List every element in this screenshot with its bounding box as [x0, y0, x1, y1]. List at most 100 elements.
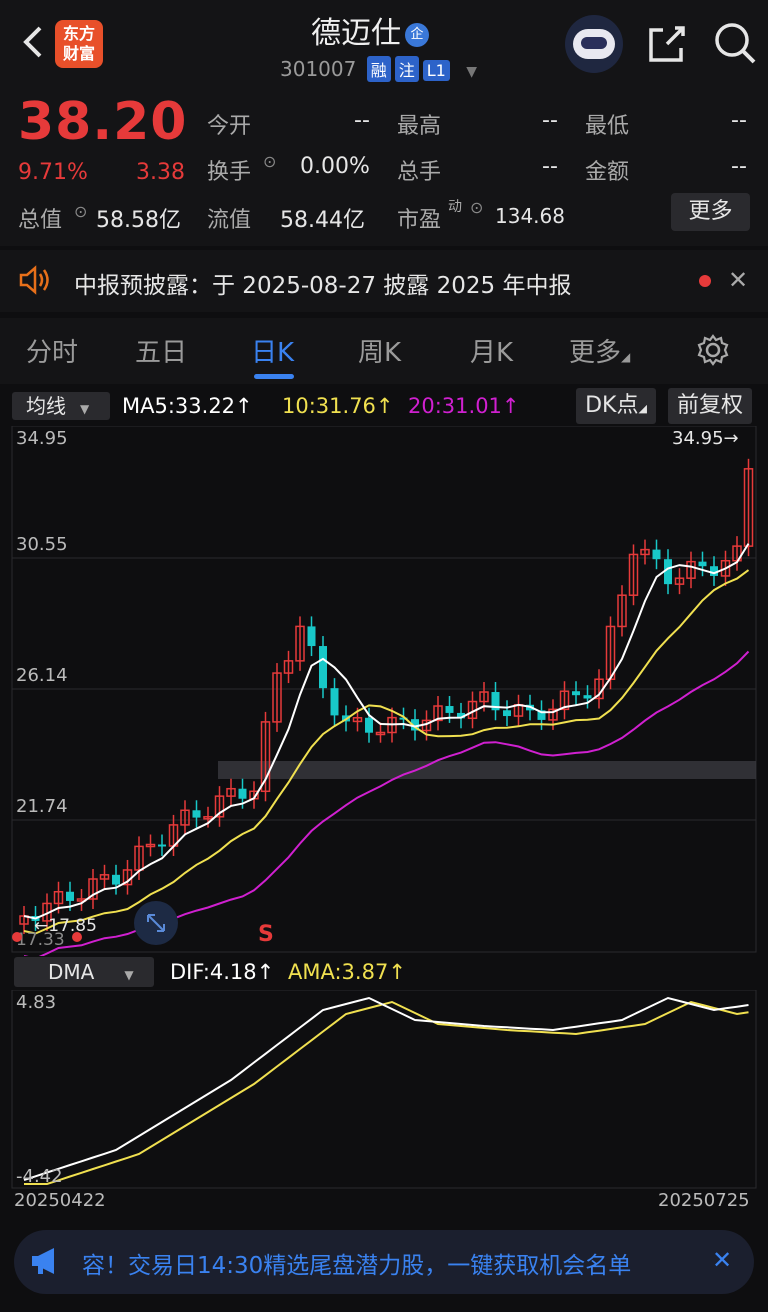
candle-body — [226, 787, 236, 797]
candle-body — [260, 721, 271, 793]
search-icon[interactable] — [712, 20, 758, 66]
notice-bar[interactable] — [0, 250, 768, 312]
more-quote-button[interactable]: 更多 — [671, 193, 750, 231]
candle-body — [698, 561, 707, 567]
buy-point-dot — [72, 932, 82, 942]
dk-point-button[interactable]: DK点◢ — [576, 388, 656, 424]
active-tab-indicator — [254, 374, 294, 379]
registration-tag: 注 — [394, 56, 419, 82]
candle-body — [640, 548, 650, 556]
candle-body — [617, 594, 627, 628]
candle-body — [559, 690, 570, 711]
assistant-robot-icon[interactable] — [565, 15, 623, 73]
candle-body — [53, 890, 64, 905]
candle-body — [180, 809, 190, 826]
low-marker-2: 17.33 — [16, 930, 65, 950]
kline-chart-area — [0, 388, 768, 1218]
volume-label: 总手 — [397, 160, 442, 185]
tab-intraday[interactable]: 分时 — [26, 338, 79, 368]
change-amount: 3.38 — [136, 160, 185, 185]
candle-body — [352, 717, 363, 723]
adjust-button[interactable]: 前复权 — [668, 388, 752, 424]
candle-body — [479, 691, 489, 703]
tab-more[interactable]: 更多◢ — [569, 338, 631, 368]
candle-body — [583, 695, 592, 699]
kline-chart[interactable] — [0, 426, 768, 956]
dma-select-dropdown[interactable]: DMA ▼ — [14, 957, 154, 987]
high-value: -- — [542, 108, 558, 133]
period-tabs — [0, 318, 768, 384]
last-price-tag: 34.95→ — [672, 428, 739, 449]
candle-body — [88, 878, 98, 900]
info-icon[interactable]: ⊙ — [74, 202, 88, 221]
dma-top-label: 4.83 — [16, 992, 57, 1013]
candle-body — [66, 891, 74, 901]
candle-body — [445, 706, 454, 713]
candle-body — [743, 468, 754, 547]
candle-body — [537, 710, 546, 720]
candle-body — [720, 559, 731, 577]
support-zone — [218, 761, 756, 779]
tab-monthly-k[interactable]: 月K — [470, 338, 514, 368]
ma20-line — [24, 650, 750, 956]
ma5-value: MA5:33.22↑ — [122, 394, 253, 418]
y-label-3: 26.14 — [16, 665, 68, 686]
candle-body — [628, 553, 639, 596]
candle-body — [283, 660, 294, 674]
candle-body — [192, 810, 201, 818]
tab-daily-k[interactable]: 日K — [251, 338, 295, 368]
ma20-value: 20:31.01↑ — [408, 394, 520, 418]
candle-body — [411, 719, 419, 731]
turnover-label: 换手 — [207, 160, 252, 185]
candle-body — [491, 692, 500, 711]
share-icon[interactable] — [645, 22, 689, 66]
float-cap-value: 58.44亿 — [280, 208, 365, 233]
candle-body — [548, 708, 558, 721]
candles — [19, 458, 754, 934]
candle-body — [99, 874, 110, 880]
candle-body — [330, 688, 339, 716]
ma5-line — [23, 543, 750, 920]
candle-body — [686, 560, 696, 579]
market-cap-label: 总值 — [18, 208, 63, 233]
candle-body — [203, 816, 213, 820]
close-icon[interactable]: ✕ — [728, 266, 749, 294]
pe-label: 市盈 — [397, 208, 442, 233]
tab-weekly-k[interactable]: 周K — [358, 338, 402, 368]
last-price: 38.20 — [18, 92, 188, 152]
open-label: 今开 — [207, 114, 252, 139]
ama-line — [24, 1000, 749, 1185]
ma-select-dropdown[interactable]: 均线 ▼ — [12, 392, 110, 420]
info-icon[interactable]: ⊙ — [470, 198, 484, 217]
settings-gear-icon[interactable] — [696, 333, 730, 371]
candle-body — [112, 874, 120, 885]
candle-body — [457, 712, 465, 719]
back-icon[interactable] — [18, 22, 48, 62]
candle-body — [319, 646, 327, 689]
unread-dot — [699, 275, 711, 287]
dif-line — [23, 996, 749, 1181]
high-label: 最高 — [397, 114, 442, 139]
candle-body — [272, 672, 282, 723]
ama-value: AMA:3.87↑ — [288, 960, 406, 984]
low-marker: ←17.85 — [34, 916, 97, 936]
dropdown-icon: ▼ — [466, 64, 477, 80]
float-cap-label: 流值 — [207, 208, 252, 233]
stock-code-row[interactable]: 301007 融注 L1 ▼ — [280, 56, 477, 82]
promo-banner[interactable] — [14, 1230, 754, 1294]
notice-text: 中报预披露：于 2025-08-27 披露 2025 年中报 — [74, 273, 572, 299]
dma-bottom-label: -4.42 — [16, 1166, 63, 1187]
candle-body — [503, 710, 511, 717]
candle-body — [307, 626, 316, 647]
volume-value: -- — [542, 154, 558, 179]
stock-code: 301007 — [280, 57, 357, 81]
close-banner-icon[interactable]: ✕ — [712, 1246, 733, 1274]
tab-five-day[interactable]: 五日 — [135, 338, 188, 368]
candle-body — [710, 566, 718, 576]
dma-chart[interactable] — [0, 990, 768, 1190]
info-icon[interactable]: ⊙ — [263, 152, 277, 171]
date-end: 20250725 — [658, 1190, 750, 1211]
ma10-line — [23, 569, 750, 935]
market-cap-value: 58.58亿 — [96, 208, 181, 233]
candle-body — [572, 691, 580, 696]
